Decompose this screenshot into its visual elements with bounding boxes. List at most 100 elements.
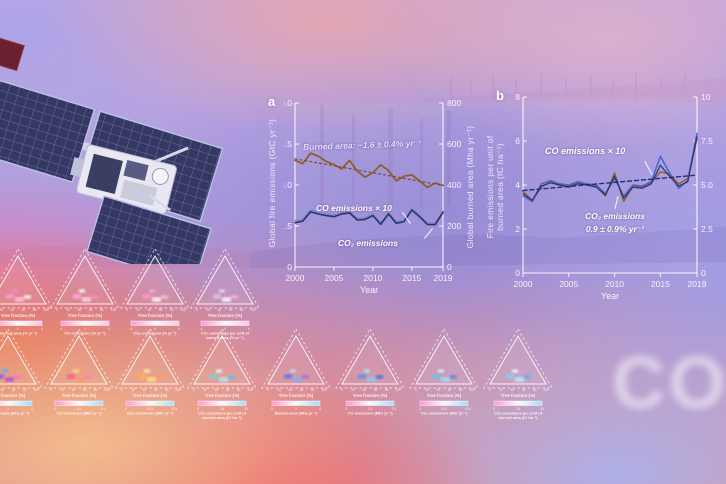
- svg-text:80: 80: [311, 388, 315, 392]
- svg-text:80: 80: [170, 308, 174, 312]
- svg-text:2000: 2000: [514, 279, 533, 289]
- svg-text:0: 0: [154, 327, 156, 331]
- svg-text:0.02: 0.02: [147, 407, 153, 411]
- svg-text:80: 80: [385, 388, 389, 392]
- svg-text:40: 40: [72, 388, 76, 392]
- svg-text:60: 60: [22, 308, 26, 312]
- satellite-illustration: [0, 33, 224, 264]
- svg-text:CO₂ emissions (% yr⁻¹): CO₂ emissions (% yr⁻¹): [134, 331, 178, 336]
- svg-text:CO₂ emissions (MtC yr⁻¹): CO₂ emissions (MtC yr⁻¹): [127, 411, 175, 416]
- svg-text:0: 0: [193, 388, 195, 392]
- svg-text:0.1: 0.1: [77, 407, 82, 411]
- svg-text:4: 4: [319, 407, 321, 411]
- svg-text:Tree fraction (%): Tree fraction (%): [1, 313, 36, 318]
- svg-text:20: 20: [60, 388, 64, 392]
- svg-text:-4: -4: [130, 327, 133, 331]
- svg-text:0: 0: [121, 388, 123, 392]
- svg-text:20: 20: [131, 388, 135, 392]
- chart-panel-a: 0 1.5 3.0 4.5 6.0 0 200 400 600 800 2000 2005 2010 20…: [284, 98, 461, 294]
- svg-text:100: 100: [395, 388, 401, 392]
- svg-text:100: 100: [43, 308, 49, 312]
- svg-text:2: 2: [7, 407, 9, 411]
- svg-text:2019: 2019: [434, 273, 453, 283]
- svg-text:0.02: 0.02: [441, 407, 447, 411]
- svg-text:7.5: 7.5: [701, 136, 713, 146]
- satellite-body: [70, 144, 177, 215]
- svg-text:0: 0: [419, 407, 421, 411]
- svg-text:80: 80: [237, 388, 241, 392]
- satellite-panel-tip: [0, 33, 25, 72]
- svg-text:80: 80: [533, 388, 537, 392]
- svg-text:4: 4: [178, 327, 180, 331]
- svg-text:100: 100: [247, 388, 253, 392]
- co2-watermark: CO2: [612, 340, 726, 437]
- svg-text:0: 0: [196, 308, 198, 312]
- svg-text:2010: 2010: [605, 279, 624, 289]
- svg-text:0: 0: [287, 262, 292, 272]
- svg-text:40: 40: [143, 388, 147, 392]
- svg-text:60: 60: [83, 388, 87, 392]
- svg-text:0.1: 0.1: [368, 407, 373, 411]
- svg-text:0.2: 0.2: [392, 407, 397, 411]
- svg-text:2.5: 2.5: [701, 224, 713, 234]
- svg-text:5.0: 5.0: [701, 180, 713, 190]
- ternary-plot: 0 20 40 60 80 100 Tree fraction (%) -4 0 4CO emis…: [50, 247, 120, 336]
- svg-text:20: 20: [351, 388, 355, 392]
- svg-text:0: 0: [341, 388, 343, 392]
- svg-text:0: 0: [197, 407, 199, 411]
- svg-text:100: 100: [175, 388, 181, 392]
- co2-watermark-main: CO: [612, 341, 726, 424]
- svg-text:60: 60: [374, 388, 378, 392]
- svg-text:4.5: 4.5: [284, 139, 292, 149]
- panel-a-ylabel-left: Global fire emissions (GtC yr⁻¹): [267, 118, 277, 248]
- svg-text:Tree fraction (%): Tree fraction (%): [133, 393, 168, 398]
- svg-text:2015: 2015: [651, 279, 670, 289]
- svg-text:0: 0: [84, 327, 86, 331]
- svg-text:0: 0: [267, 388, 269, 392]
- svg-text:40: 40: [289, 388, 293, 392]
- svg-text:40: 40: [218, 308, 222, 312]
- svg-text:2010: 2010: [363, 273, 382, 283]
- svg-text:1.5: 1.5: [284, 221, 292, 231]
- svg-text:4: 4: [108, 327, 110, 331]
- svg-text:8: 8: [515, 92, 520, 102]
- annotation-a-co2: CO₂ emissions: [338, 238, 398, 248]
- svg-text:800: 800: [447, 98, 461, 108]
- svg-text:Tree fraction (%): Tree fraction (%): [427, 393, 462, 398]
- svg-text:2000: 2000: [286, 273, 305, 283]
- svg-text:6: 6: [515, 136, 520, 146]
- svg-text:80: 80: [240, 308, 244, 312]
- svg-text:20: 20: [66, 308, 70, 312]
- svg-text:60: 60: [522, 388, 526, 392]
- svg-text:0: 0: [489, 388, 491, 392]
- svg-text:80: 80: [459, 388, 463, 392]
- svg-text:Tree fraction (%): Tree fraction (%): [279, 393, 314, 398]
- svg-text:100: 100: [321, 388, 327, 392]
- svg-text:60: 60: [154, 388, 158, 392]
- svg-text:20: 20: [203, 388, 207, 392]
- satellite-lower-panel: [86, 195, 213, 264]
- svg-text:0: 0: [271, 407, 273, 411]
- svg-text:Tree fraction (%): Tree fraction (%): [208, 313, 243, 318]
- svg-text:0: 0: [447, 262, 452, 272]
- svg-text:4: 4: [515, 180, 520, 190]
- svg-text:60: 60: [159, 308, 163, 312]
- svg-text:40: 40: [11, 308, 15, 312]
- svg-text:CO emissions (% yr⁻¹): CO emissions (% yr⁻¹): [64, 331, 106, 336]
- svg-text:0: 0: [701, 268, 706, 278]
- svg-text:0: 0: [125, 407, 127, 411]
- svg-text:100: 100: [250, 308, 256, 312]
- svg-text:0: 0: [515, 268, 520, 278]
- svg-text:Tree fraction (%): Tree fraction (%): [353, 393, 388, 398]
- svg-text:100: 100: [104, 388, 110, 392]
- svg-text:-4: -4: [60, 327, 63, 331]
- svg-text:200: 200: [447, 221, 461, 231]
- svg-text:100: 100: [469, 388, 475, 392]
- svg-text:0.2: 0.2: [101, 407, 106, 411]
- svg-text:0: 0: [224, 327, 226, 331]
